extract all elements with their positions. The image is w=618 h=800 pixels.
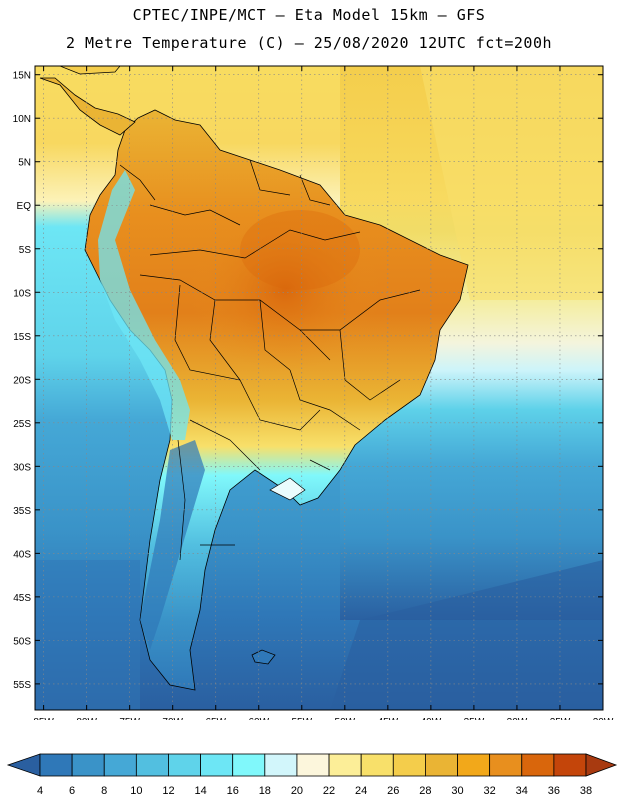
lon-tick-label: 50W (335, 717, 356, 720)
latitude-axis: 15N 10N 5N EQ 5S 10S 15S 20S 25S 30S 35S 40S 45S 50S 5… (13, 71, 603, 691)
lat-tick-label: 10N (13, 114, 31, 125)
lat-tick-label: 20S (13, 375, 31, 386)
lat-tick-label: 5N (18, 158, 31, 169)
legend-tick-label: 34 (516, 785, 528, 797)
legend-swatch (103, 753, 137, 777)
lat-tick-label: 55S (13, 680, 31, 691)
graticule (35, 66, 603, 710)
legend-swatch (425, 753, 458, 777)
lon-tick-label: 30W (507, 717, 528, 720)
lat-tick-label: 35S (13, 506, 31, 517)
legend-swatch (521, 753, 555, 777)
legend-tick-label: 32 (484, 785, 496, 797)
lat-tick-label: EQ (17, 201, 32, 212)
legend-tick-label: 24 (355, 785, 367, 797)
legend-swatch (328, 753, 362, 777)
falkland-islands (251, 649, 276, 665)
legend-swatch (135, 753, 169, 777)
legend-low-arrow (6, 753, 41, 777)
lat-tick-label: 30S (13, 462, 31, 473)
legend-tick-label: 12 (162, 785, 174, 797)
color-legend: 4 6 8 10 12 14 16 18 20 22 24 26 28 30 32 34 36 38 (6, 753, 618, 797)
legend-tick-label: 10 (130, 785, 142, 797)
legend-swatch (489, 753, 523, 777)
lat-tick-label: 50S (13, 636, 31, 647)
legend-swatch (296, 753, 330, 777)
lat-tick-label: 15S (13, 332, 31, 343)
legend-swatch (200, 753, 234, 777)
legend-tick-label: 6 (69, 785, 75, 797)
legend-tick-label: 22 (323, 785, 335, 797)
legend-tick-label: 8 (101, 785, 107, 797)
lat-tick-label: 40S (13, 549, 31, 560)
longitude-axis: 85W 80W 75W 70W 65W 60W 55W 50W 45W 40W 35W 30W 25W 2… (33, 66, 614, 720)
legend-tick-label: 36 (548, 785, 560, 797)
country-borders (119, 159, 421, 561)
legend-swatch (232, 753, 266, 777)
legend-tick-label: 38 (580, 785, 592, 797)
legend-swatch (39, 753, 73, 777)
legend-swatch (457, 753, 491, 777)
lat-tick-label: 10S (13, 288, 31, 299)
lon-tick-label: 45W (378, 717, 399, 720)
lon-tick-label: 60W (248, 717, 269, 720)
legend-tick-label: 30 (451, 785, 463, 797)
central-america (39, 77, 136, 136)
legend-tick-label: 18 (259, 785, 271, 797)
lat-tick-label: 45S (13, 593, 31, 604)
lon-tick-label: 65W (205, 717, 226, 720)
lon-tick-label: 35W (464, 717, 485, 720)
legend-tick-label: 4 (37, 785, 43, 797)
legend-swatch (71, 753, 105, 777)
legend-high-arrow (585, 753, 618, 777)
legend-tick-label: 28 (419, 785, 431, 797)
legend-swatch (360, 753, 394, 777)
legend-swatch (168, 753, 201, 777)
temperature-map: 15N 10N 5N EQ 5S 10S 15S 20S 25S 30S 35S 40S 45S 50S 5… (13, 65, 614, 720)
legend-tick-label: 16 (227, 785, 239, 797)
lat-tick-label: 5S (19, 245, 32, 256)
legend-swatch (392, 753, 426, 777)
legend-tick-label: 26 (387, 785, 399, 797)
lon-tick-label: 70W (162, 717, 183, 720)
legend-swatch (553, 753, 587, 777)
title-variable: 2 Metre Temperature (C) – 25/08/2020 12U… (65, 34, 553, 52)
andes-cool-band (98, 170, 190, 440)
lat-tick-label: 25S (13, 419, 31, 430)
lon-tick-label: 40W (421, 717, 442, 720)
lon-tick-label: 75W (119, 717, 140, 720)
lon-tick-label: 85W (33, 717, 54, 720)
map-frame (34, 65, 604, 711)
lat-tick-label: 15N (13, 71, 31, 82)
title-model: CPTEC/INPE/MCT – Eta Model 15km – GFS (132, 6, 486, 24)
legend-tick-label: 20 (291, 785, 303, 797)
legend-tick-label: 14 (194, 785, 206, 797)
lon-tick-label: 80W (76, 717, 97, 720)
legend-swatch (264, 753, 298, 777)
lon-tick-label: 55W (292, 717, 313, 720)
lon-tick-label: 25W (550, 717, 571, 720)
lon-tick-label: 20W (593, 717, 614, 720)
